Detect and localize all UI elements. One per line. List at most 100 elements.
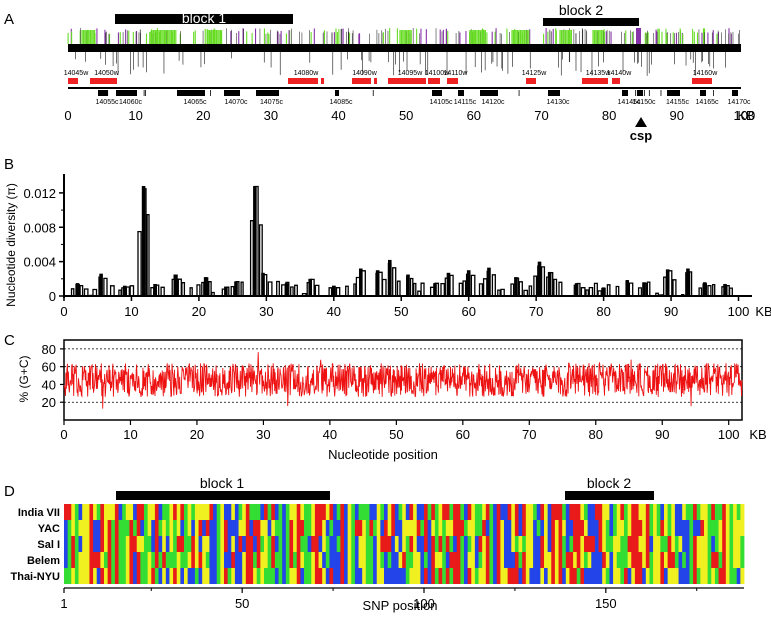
snp-cell bbox=[424, 504, 429, 520]
snp-cell bbox=[522, 504, 527, 520]
snp-cell bbox=[114, 520, 119, 536]
snp-cell bbox=[82, 504, 87, 520]
snp-cell bbox=[369, 536, 374, 552]
snp-cell bbox=[267, 520, 272, 536]
snp-cell bbox=[551, 568, 556, 584]
snp-cell bbox=[573, 536, 578, 552]
snp-cell bbox=[264, 504, 269, 520]
panel-c: C % (G+C) 20 40 60 80 0 10 20 30 40 50 60 70 80 90 100… bbox=[4, 332, 767, 462]
snp-cell bbox=[351, 568, 356, 584]
snp-cell bbox=[71, 568, 76, 584]
snp-cell bbox=[234, 536, 239, 552]
snp-cell bbox=[533, 568, 538, 584]
snp-cell bbox=[314, 536, 319, 552]
snp-cell bbox=[205, 520, 210, 536]
snp-cell bbox=[438, 536, 443, 552]
snp-cell bbox=[424, 520, 429, 536]
snp-cell bbox=[176, 536, 181, 552]
snp-cell bbox=[318, 504, 323, 520]
snp-cell bbox=[285, 520, 290, 536]
snp-cell bbox=[704, 552, 709, 568]
axis-tick-label: 90 bbox=[669, 108, 683, 123]
snp-cell bbox=[518, 536, 523, 552]
snp-cell bbox=[64, 504, 69, 520]
snp-cell bbox=[104, 536, 109, 552]
snp-cell bbox=[467, 552, 472, 568]
snp-cell bbox=[704, 520, 709, 536]
snp-cell bbox=[671, 536, 676, 552]
snp-cell bbox=[191, 568, 196, 584]
snp-cell bbox=[144, 552, 149, 568]
snp-cell bbox=[631, 520, 636, 536]
snp-cell bbox=[682, 552, 687, 568]
snp-cell bbox=[336, 504, 341, 520]
snp-cell bbox=[504, 520, 509, 536]
snp-cell bbox=[733, 504, 738, 520]
gene-box bbox=[700, 90, 706, 96]
snp-cell bbox=[267, 504, 272, 520]
snp-cell bbox=[274, 520, 279, 536]
snp-cell bbox=[551, 520, 556, 536]
snp-cell bbox=[704, 504, 709, 520]
snp-cell bbox=[173, 504, 178, 520]
snp-cell bbox=[365, 536, 370, 552]
snp-cell bbox=[278, 504, 283, 520]
snp-cell bbox=[693, 520, 698, 536]
snp-cell bbox=[729, 520, 734, 536]
snp-cell bbox=[74, 568, 79, 584]
snp-cell bbox=[340, 520, 345, 536]
snp-cell bbox=[365, 504, 370, 520]
snp-cell bbox=[93, 552, 98, 568]
snp-cell bbox=[591, 504, 596, 520]
snp-cell bbox=[478, 504, 483, 520]
snp-cell bbox=[358, 568, 363, 584]
snp-cell bbox=[125, 536, 130, 552]
snp-cell bbox=[442, 504, 447, 520]
snp-cell bbox=[253, 568, 258, 584]
snp-cell bbox=[67, 504, 72, 520]
snp-cell bbox=[249, 520, 254, 536]
snp-cell bbox=[678, 536, 683, 552]
snp-cell bbox=[271, 536, 276, 552]
snp-cell bbox=[329, 520, 334, 536]
x-tick-label: 30 bbox=[259, 304, 273, 319]
snp-cell bbox=[169, 552, 174, 568]
snp-cell bbox=[180, 536, 185, 552]
snp-cell bbox=[642, 536, 647, 552]
snp-cell bbox=[387, 520, 392, 536]
snp-cell bbox=[616, 504, 621, 520]
csp-arrow bbox=[635, 117, 647, 127]
snp-cell bbox=[627, 568, 632, 584]
snp-cell bbox=[645, 568, 650, 584]
snp-cell bbox=[147, 536, 152, 552]
snp-cell bbox=[562, 520, 567, 536]
snp-cell bbox=[111, 536, 116, 552]
snp-cell bbox=[434, 504, 439, 520]
snp-cell bbox=[234, 520, 239, 536]
snp-cell bbox=[482, 536, 487, 552]
snp-cell bbox=[194, 552, 199, 568]
snp-cell bbox=[325, 504, 330, 520]
snp-cell bbox=[358, 536, 363, 552]
diversity-peak bbox=[308, 278, 312, 296]
x-tick-label: 80 bbox=[589, 427, 603, 442]
snp-cell bbox=[180, 520, 185, 536]
snp-cell bbox=[325, 520, 330, 536]
diversity-peak bbox=[203, 277, 208, 296]
snp-cell bbox=[194, 504, 199, 520]
snp-cell bbox=[205, 504, 210, 520]
snp-cell bbox=[85, 536, 90, 552]
block2-label-a: block 2 bbox=[559, 2, 604, 18]
snp-cell bbox=[536, 536, 541, 552]
snp-cell bbox=[707, 552, 712, 568]
snp-cell bbox=[507, 552, 512, 568]
snp-cell bbox=[165, 504, 170, 520]
snp-cell bbox=[234, 568, 239, 584]
snp-cell bbox=[220, 552, 225, 568]
snp-cell bbox=[464, 568, 469, 584]
snp-cell bbox=[529, 504, 534, 520]
snp-cell bbox=[420, 552, 425, 568]
snp-cell bbox=[609, 504, 614, 520]
snp-cell bbox=[151, 568, 156, 584]
snp-cell bbox=[238, 568, 243, 584]
